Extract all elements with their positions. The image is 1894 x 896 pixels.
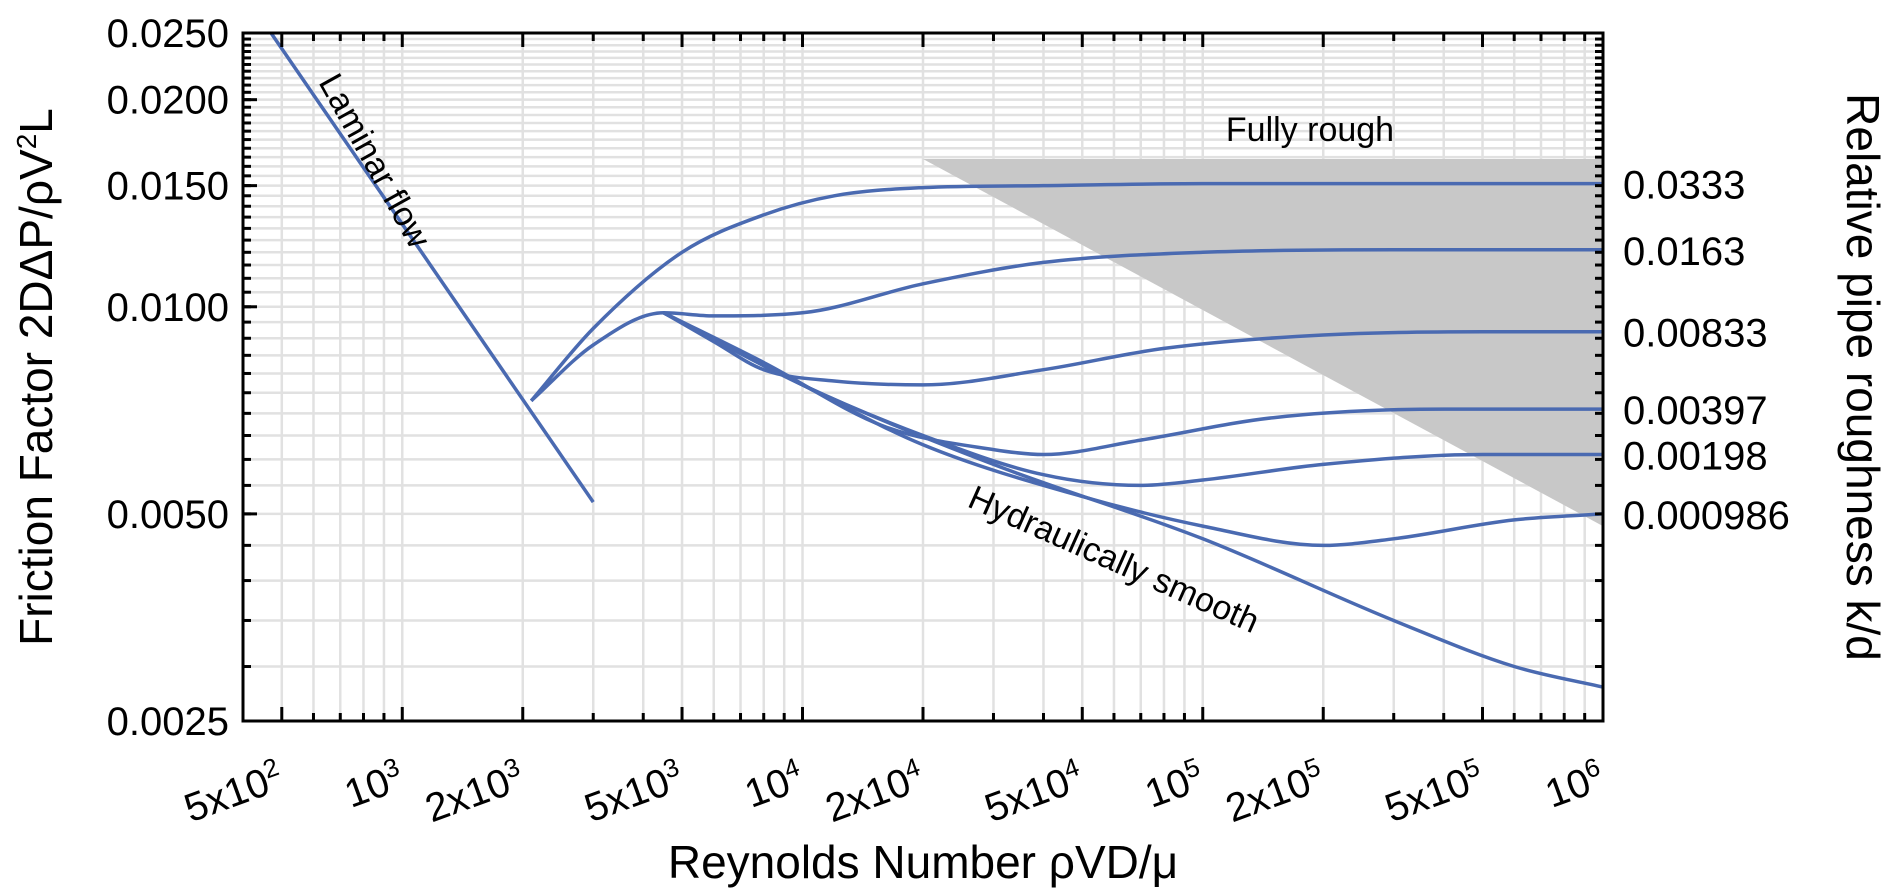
roughness-label: 0.0333	[1623, 164, 1745, 208]
x-axis-title: Reynolds Number ρVD/μ	[668, 836, 1178, 888]
x-tick-label: 5x102	[177, 751, 289, 831]
x-tick-label: 103	[338, 751, 410, 816]
roughness-label: 0.00198	[1623, 434, 1768, 478]
roughness-label: 0.0163	[1623, 230, 1745, 274]
x-tick-label: 5x103	[578, 751, 690, 831]
roughness-label: 0.00397	[1623, 389, 1768, 433]
x-tick-label: 2x104	[819, 751, 931, 831]
laminar-flow-label: Laminar flow	[311, 67, 438, 254]
y-tick-label: 0.0100	[107, 286, 229, 330]
hydraulically-smooth-curve	[662, 311, 1604, 689]
x-tick-label: 2x103	[418, 751, 530, 831]
y-tick-label: 0.0025	[107, 700, 229, 744]
roughness-label: 0.00833	[1623, 312, 1768, 356]
x-tick-label: 106	[1538, 751, 1610, 816]
y-tick-label: 0.0250	[107, 12, 229, 56]
x-tick-label: 5x104	[978, 751, 1090, 831]
right-axis-title: Relative pipe roughness k/d	[1837, 93, 1889, 661]
laminar-flow-line	[269, 32, 595, 504]
labels: 0.0250 0.0200 0.0150 0.0100 0.0050 0.0025 5x10…	[107, 12, 1790, 831]
y-tick-label: 0.0050	[107, 493, 229, 537]
roughness-label: 0.000986	[1623, 494, 1790, 538]
y-tick-label: 0.0200	[107, 79, 229, 123]
curves	[269, 32, 1604, 689]
y-tick-label: 0.0150	[107, 165, 229, 209]
fully-rough-label: Fully rough	[1226, 111, 1394, 149]
ticks	[241, 31, 1605, 723]
roughness-curve-0.00833	[662, 311, 1603, 387]
y-axis-title: Friction Factor 2DΔP/ρV2L	[10, 108, 62, 646]
x-tick-label: 105	[1138, 751, 1210, 816]
roughness-curve-0.0333	[529, 181, 1603, 402]
roughness-curve-0.0163	[530, 248, 1604, 403]
x-tick-label: 104	[738, 751, 810, 816]
x-tick-label: 5x105	[1378, 751, 1490, 831]
x-tick-label: 2x105	[1219, 751, 1331, 831]
